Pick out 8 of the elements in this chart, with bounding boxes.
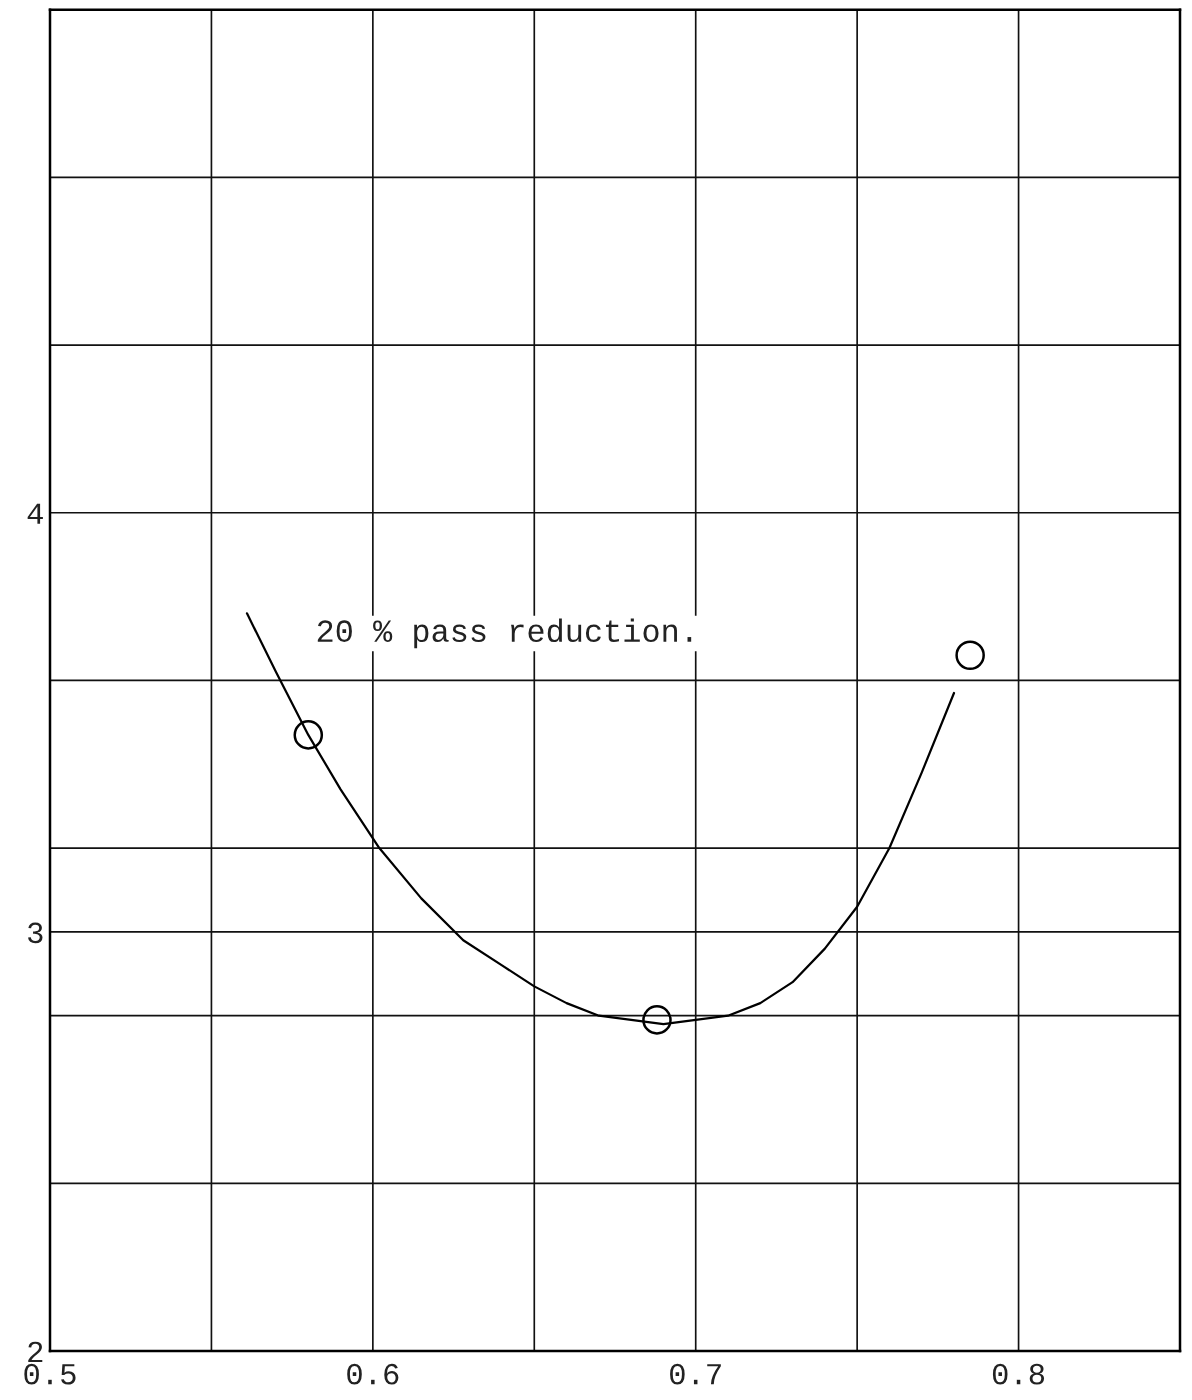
x-tick-label: 0.8 — [992, 1363, 1045, 1385]
annotation: 20 % pass reduction. — [317, 618, 692, 649]
y-tick-label: 3 — [28, 922, 43, 944]
x-tick-label: 0.6 — [347, 1363, 399, 1385]
y-tick-label: 4 — [27, 503, 43, 524]
x-tick-label: 0.5 — [24, 1363, 76, 1385]
x-tick-label: 0.7 — [670, 1363, 721, 1385]
y-tick-label: 2 — [28, 1341, 43, 1363]
